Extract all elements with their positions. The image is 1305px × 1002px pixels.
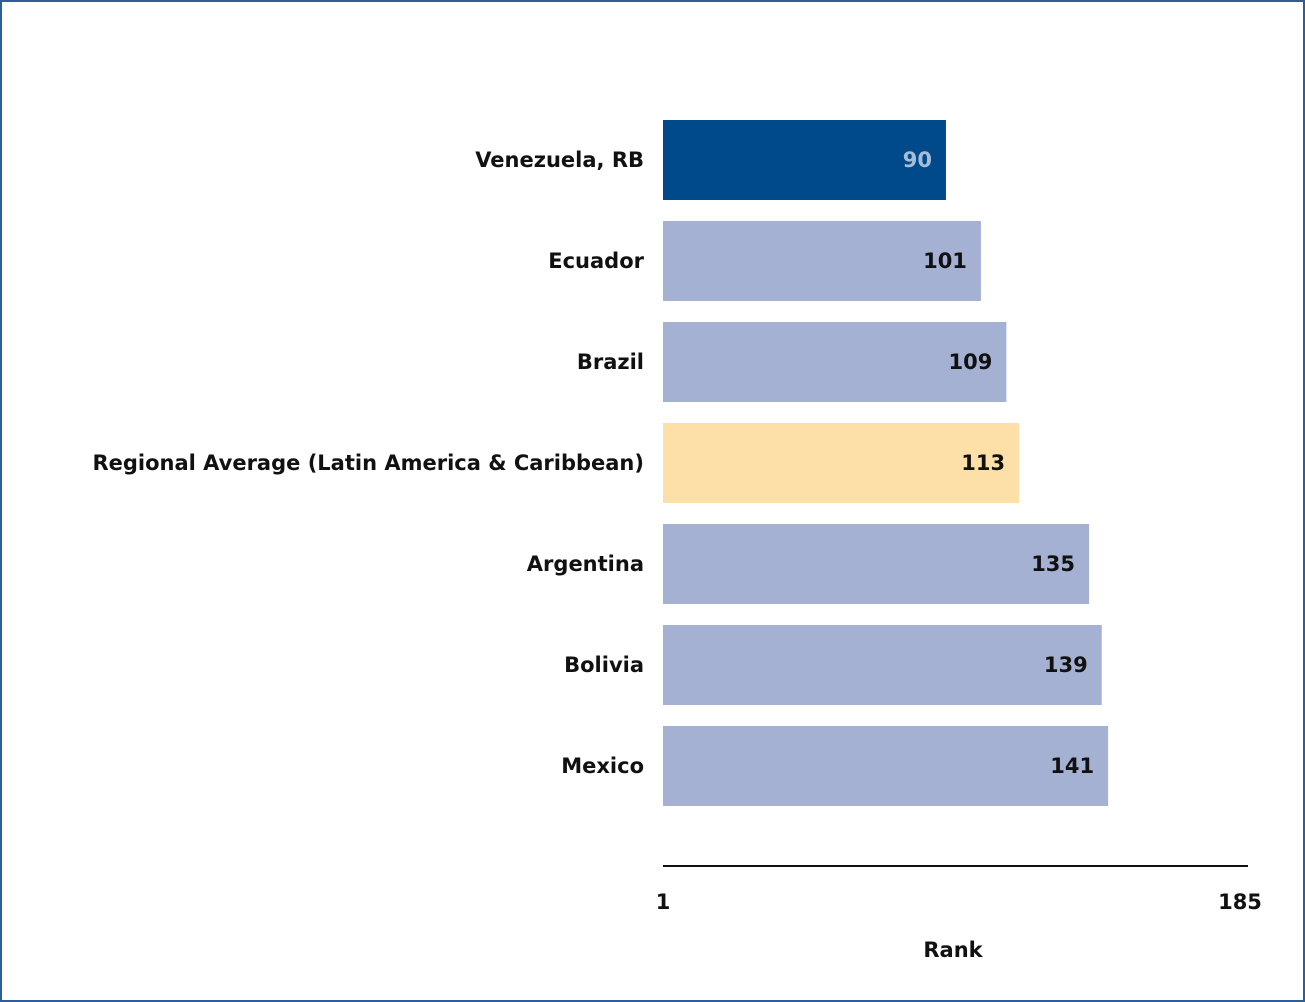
category-labels: Venezuela, RB Ecuador Brazil Regional Avera…	[92, 148, 644, 778]
x-tick-label-max: 185	[1218, 890, 1262, 914]
category-label: Mexico	[561, 754, 644, 778]
bar	[663, 322, 1007, 402]
bar	[663, 524, 1090, 604]
data-label: 113	[961, 451, 1005, 475]
category-label: Ecuador	[548, 249, 644, 273]
data-label: 139	[1044, 653, 1088, 677]
data-label: 141	[1050, 754, 1094, 778]
category-label: Argentina	[527, 552, 644, 576]
x-tick-label-min: 1	[656, 890, 671, 914]
category-label: Venezuela, RB	[475, 148, 644, 172]
bars-layer	[663, 120, 1109, 806]
bar	[663, 726, 1109, 806]
data-label: 135	[1031, 552, 1075, 576]
bar	[663, 423, 1020, 503]
category-label: Brazil	[577, 350, 644, 374]
data-label: 109	[949, 350, 993, 374]
category-label: Regional Average (Latin America & Caribb…	[92, 451, 644, 475]
value-labels: 90 101 109 113 135 139 141	[903, 148, 1094, 778]
data-label: 101	[923, 249, 967, 273]
data-label: 90	[903, 148, 932, 172]
bar	[663, 221, 981, 301]
bar	[663, 120, 946, 200]
x-axis-title: Rank	[923, 938, 983, 962]
category-label: Bolivia	[564, 653, 644, 677]
bar	[663, 625, 1102, 705]
